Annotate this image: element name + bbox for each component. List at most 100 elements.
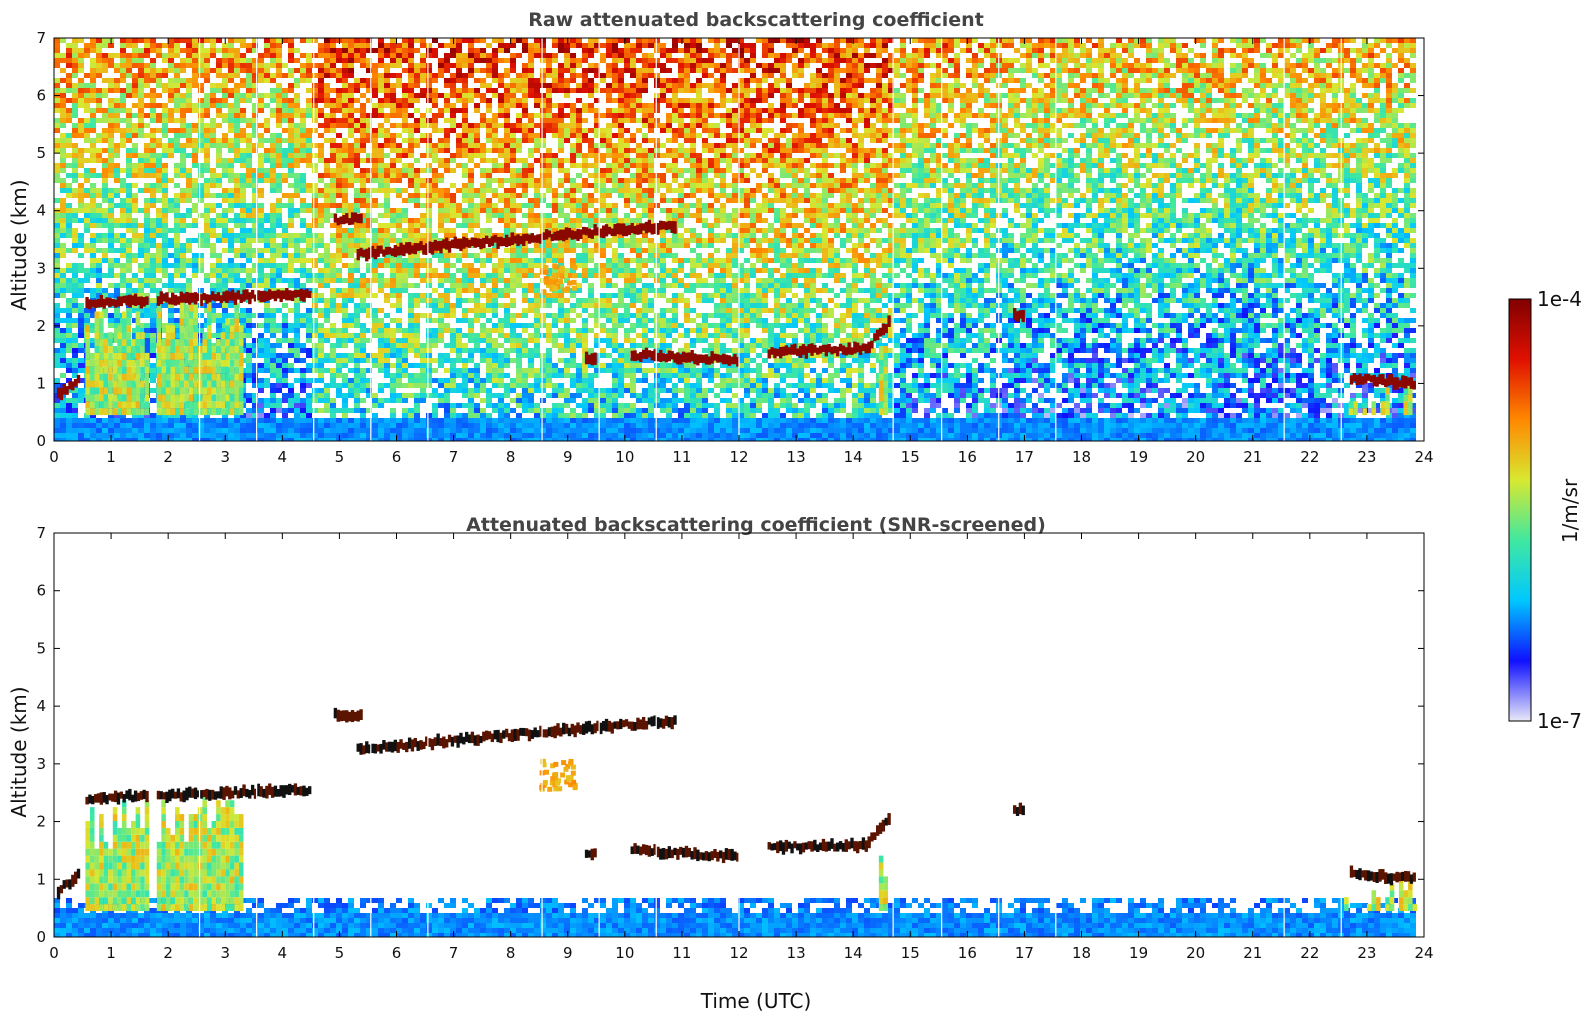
- heatmap-cell: [222, 63, 228, 68]
- heatmap-cell: [150, 388, 156, 393]
- heatmap-cell: [156, 78, 162, 83]
- heatmap-cell: [540, 53, 546, 58]
- heatmap-cell: [486, 148, 492, 153]
- heatmap-cell: [216, 58, 222, 63]
- heatmap-cell: [174, 183, 180, 188]
- heatmap-cell: [342, 323, 348, 328]
- heatmap-cell: [234, 133, 240, 138]
- heatmap-cell: [246, 68, 252, 73]
- heatmap-cell: [270, 168, 276, 173]
- heatmap-cell: [348, 298, 354, 303]
- heatmap-cell: [468, 273, 474, 278]
- heatmap-cell: [288, 363, 294, 368]
- heatmap-cell: [72, 208, 78, 213]
- heatmap-cell: [294, 123, 300, 128]
- heatmap-cell: [246, 153, 252, 158]
- heatmap-cell: [306, 328, 312, 333]
- heatmap-cell: [138, 133, 144, 138]
- heatmap-cell: [90, 233, 96, 238]
- heatmap-cell: [504, 118, 510, 123]
- heatmap-cell: [456, 93, 462, 98]
- heatmap-cell: [510, 128, 516, 133]
- heatmap-cell: [462, 363, 468, 368]
- heatmap-cell: [102, 138, 108, 143]
- heatmap-cell: [174, 93, 180, 98]
- heatmap-cell: [492, 343, 498, 348]
- heatmap-cell: [516, 373, 522, 378]
- heatmap-cell: [282, 438, 288, 441]
- heatmap-cell: [204, 98, 210, 103]
- heatmap-cell: [258, 173, 264, 178]
- heatmap-cell: [468, 223, 474, 228]
- heatmap-cell: [234, 203, 240, 208]
- heatmap-cell: [186, 88, 192, 93]
- heatmap-cell: [222, 313, 228, 318]
- heatmap-cell: [222, 328, 228, 333]
- heatmap-cell: [492, 273, 498, 278]
- heatmap-cell: [498, 303, 504, 308]
- heatmap-cell: [222, 188, 228, 193]
- heatmap-cell: [372, 433, 378, 438]
- heatmap-cell: [108, 168, 114, 173]
- heatmap-cell: [264, 378, 270, 383]
- heatmap-cell: [270, 268, 276, 273]
- heatmap-cell: [162, 193, 168, 198]
- heatmap-cell: [72, 308, 78, 313]
- heatmap-cell: [306, 113, 312, 118]
- heatmap-cell: [480, 388, 486, 393]
- heatmap-cell: [60, 168, 66, 173]
- heatmap-cell: [396, 398, 402, 403]
- heatmap-cell: [72, 178, 78, 183]
- heatmap-cell: [408, 338, 414, 343]
- heatmap-cell: [270, 183, 276, 188]
- heatmap-cell: [360, 238, 366, 243]
- heatmap-cell: [132, 433, 138, 438]
- heatmap-cell: [336, 108, 342, 113]
- heatmap-cell: [234, 213, 240, 218]
- heatmap-cell: [132, 288, 138, 293]
- heatmap-cell: [66, 188, 72, 193]
- heatmap-cell: [294, 308, 300, 313]
- heatmap-cell: [336, 133, 342, 138]
- heatmap-cell: [126, 123, 132, 128]
- heatmap-cell: [408, 343, 414, 348]
- heatmap-cell: [516, 358, 522, 363]
- heatmap-cell: [342, 343, 348, 348]
- heatmap-cell: [114, 118, 120, 123]
- heatmap-cell: [420, 273, 426, 278]
- heatmap-cell: [258, 63, 264, 68]
- heatmap-cell: [378, 333, 384, 338]
- heatmap-cell: [534, 213, 540, 218]
- heatmap-cell: [420, 213, 426, 218]
- heatmap-cell: [198, 83, 204, 88]
- heatmap-cell: [348, 148, 354, 153]
- heatmap-cell: [354, 243, 360, 248]
- heatmap-cell: [438, 253, 444, 258]
- heatmap-cell: [270, 133, 276, 138]
- heatmap-cell: [336, 338, 342, 343]
- heatmap-cell: [288, 353, 294, 358]
- heatmap-cell: [336, 228, 342, 233]
- heatmap-cell: [312, 348, 318, 353]
- heatmap-cell: [492, 363, 498, 368]
- heatmap-cell: [414, 408, 420, 413]
- heatmap-cell: [354, 408, 360, 413]
- heatmap-cell: [390, 363, 396, 368]
- heatmap-cell: [390, 338, 396, 343]
- heatmap-cell: [228, 113, 234, 118]
- heatmap-cell: [360, 118, 366, 123]
- heatmap-cell: [312, 438, 318, 441]
- heatmap-cell: [72, 418, 78, 423]
- heatmap-cell: [366, 178, 372, 183]
- heatmap-cell: [144, 293, 150, 298]
- heatmap-cell: [402, 343, 408, 348]
- heatmap-cell: [510, 78, 516, 83]
- heatmap-cell: [246, 358, 252, 363]
- heatmap-cell: [156, 258, 162, 263]
- heatmap-cell: [168, 63, 174, 68]
- heatmap-cell: [162, 88, 168, 93]
- heatmap-cell: [120, 278, 126, 283]
- heatmap-cell: [534, 83, 540, 88]
- heatmap-cell: [474, 348, 480, 353]
- heatmap-cell: [432, 188, 438, 193]
